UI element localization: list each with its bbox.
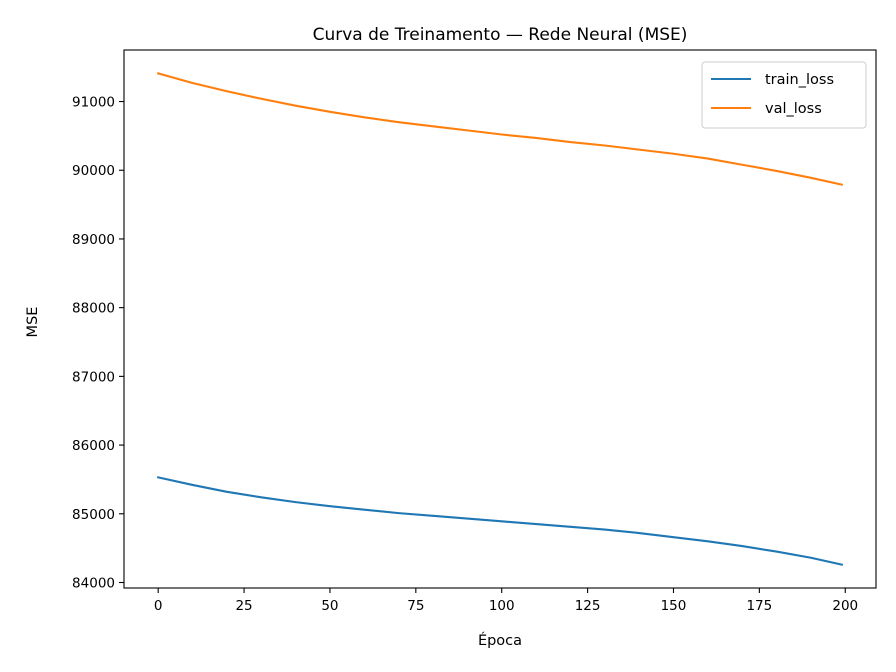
x-tick-label: 25 (235, 598, 252, 614)
x-tick-label: 200 (832, 598, 858, 614)
y-tick-label: 87000 (72, 369, 115, 385)
x-tick-label: 0 (154, 598, 163, 614)
y-tick-label: 88000 (72, 301, 115, 317)
y-tick-label: 89000 (72, 232, 115, 248)
y-tick-label: 86000 (72, 438, 115, 454)
x-tick-label: 175 (746, 598, 772, 614)
series-line-train_loss (156, 476, 844, 566)
legend-label-val_loss: val_loss (765, 101, 822, 117)
axes-frame (123, 49, 877, 589)
x-tick-label: 75 (407, 598, 424, 614)
x-axis-label: Época (478, 632, 522, 649)
y-tick-label: 84000 (72, 576, 115, 592)
x-tick-label: 50 (321, 598, 338, 614)
plot-area: 0 25 50 75 100 125 150 175 200 84000 85000 86000 870… (72, 49, 877, 614)
x-tick-label: 125 (575, 598, 601, 614)
y-tick-label: 85000 (72, 507, 115, 523)
series-line-val_loss (156, 72, 844, 186)
legend-label-train_loss: train_loss (765, 72, 834, 88)
legend: train_loss val_loss (701, 61, 867, 129)
x-tick-label: 100 (489, 598, 515, 614)
y-tick-label: 90000 (72, 163, 115, 179)
chart-title: Curva de Treinamento — Rede Neural (MSE) (313, 25, 688, 45)
x-tick-label: 150 (661, 598, 687, 614)
y-axis-label: MSE (25, 307, 41, 338)
y-tick-label: 91000 (72, 95, 115, 111)
